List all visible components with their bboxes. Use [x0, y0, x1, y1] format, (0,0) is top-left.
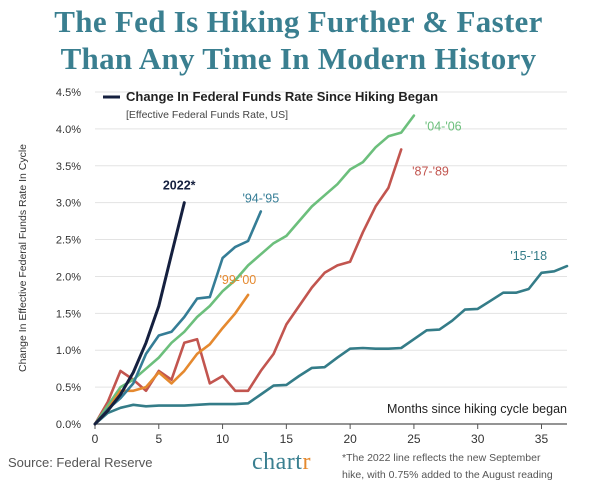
- footnote-line-2: hike, with 0.75% added to the August rea…: [342, 469, 553, 481]
- series-label-1: '94-'95: [242, 192, 279, 206]
- x-tick-label: 30: [471, 432, 485, 446]
- chart-title: Change In Federal Funds Rate Since Hikin…: [126, 89, 438, 104]
- x-tick-label: 35: [535, 432, 549, 446]
- x-axis-label: Months since hiking cycle began: [387, 402, 567, 416]
- y-tick-label: 2.0%: [56, 271, 81, 283]
- logo-accent-text: r: [302, 449, 311, 475]
- series-label-2: '99-'00: [220, 273, 257, 287]
- footnote-line-1: *The 2022 line reflects the new Septembe…: [342, 452, 541, 464]
- series-label-3: '87-'89: [412, 164, 449, 178]
- y-tick-label: 1.0%: [56, 345, 81, 357]
- x-tick-label: 25: [407, 432, 421, 446]
- series-line-5: [93, 264, 569, 426]
- x-tick-label: 20: [343, 432, 357, 446]
- y-tick-label: 3.5%: [56, 161, 81, 173]
- y-tick-label: 2.5%: [56, 235, 81, 247]
- footnote: *The 2022 line reflects the new Septembe…: [342, 450, 592, 484]
- x-tick-label: 5: [155, 432, 162, 446]
- series-line-2: [93, 293, 250, 426]
- series-line-1: [93, 210, 263, 426]
- y-axis-label: Change In Effective Federal Funds Rate I…: [17, 144, 29, 372]
- series-label-0: 2022*: [163, 178, 196, 192]
- series-label-4: '04-'06: [425, 119, 462, 133]
- x-tick-label: 0: [92, 432, 99, 446]
- series-line-0: [93, 201, 186, 426]
- series-line-4: [93, 114, 416, 426]
- y-tick-label: 4.0%: [56, 124, 81, 136]
- brand-logo: chartr: [252, 449, 311, 476]
- y-tick-label: 3.0%: [56, 198, 81, 210]
- logo-text: chart: [252, 449, 303, 475]
- y-tick-label: 4.5%: [56, 87, 81, 99]
- page-title-line-2: Than Any Time In Modern History: [60, 41, 537, 76]
- series-line-3: [93, 148, 403, 426]
- y-tick-label: 0.0%: [56, 419, 81, 431]
- series-label-5: '15-'18: [510, 249, 547, 263]
- source-note: Source: Federal Reserve: [8, 455, 153, 470]
- y-tick-label: 0.5%: [56, 382, 81, 394]
- y-tick-label: 1.5%: [56, 308, 81, 320]
- chart-subtitle: [Effective Federal Funds Rate, US]: [126, 109, 288, 121]
- x-tick-label: 10: [216, 432, 230, 446]
- page-title-line-1: The Fed Is Hiking Further & Faster: [54, 4, 543, 39]
- x-tick-label: 15: [280, 432, 294, 446]
